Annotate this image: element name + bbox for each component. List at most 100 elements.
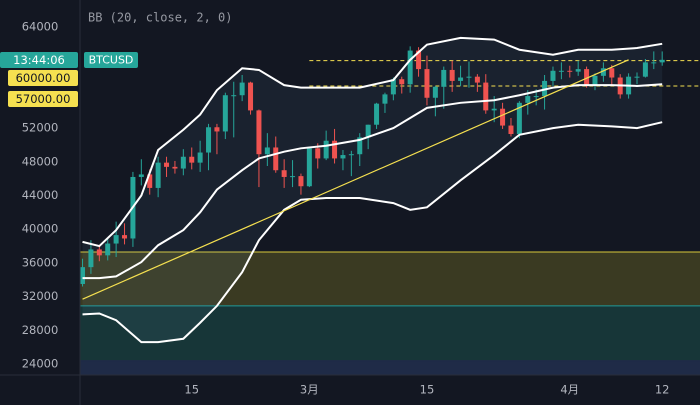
y-tick-label: 36000: [22, 255, 59, 269]
candle-body: [542, 80, 548, 97]
candle-body: [281, 170, 287, 177]
candle-body: [416, 50, 422, 70]
bollinger-upper: [82, 36, 663, 248]
candle-body: [466, 76, 472, 78]
countdown: 13:44:06: [13, 53, 65, 67]
bollinger-lower: [82, 121, 663, 344]
candle-body: [306, 148, 312, 187]
candle-body: [500, 108, 506, 126]
level-label: 60000.00: [16, 71, 71, 85]
candle-body: [155, 162, 161, 188]
level-tag: [8, 91, 78, 107]
candle-body: [508, 125, 514, 134]
plot-area: [80, 36, 700, 375]
symbol: BTCUSD: [89, 54, 134, 67]
candle-body: [323, 140, 329, 159]
candle-body: [634, 76, 640, 78]
candle-body: [441, 69, 447, 87]
candle-body: [256, 110, 262, 155]
candle-body: [525, 96, 531, 103]
y-tick-label: 52000: [22, 121, 59, 135]
candle-body: [407, 50, 413, 85]
symbol-tag: [84, 52, 138, 68]
candle-body: [248, 82, 254, 111]
candle-body: [298, 176, 304, 187]
zone: [80, 360, 700, 375]
candle-body: [659, 59, 665, 63]
candle-body: [80, 267, 86, 284]
candle-body: [491, 108, 497, 111]
candle-body: [584, 69, 590, 86]
candle-body: [197, 152, 203, 163]
candle-body: [214, 127, 220, 132]
candle-body: [332, 140, 338, 159]
candle-body: [122, 235, 128, 239]
y-tick-label: 32000: [22, 289, 59, 303]
candle-body: [113, 235, 119, 244]
candle-body: [138, 174, 144, 177]
indicator-label: BB (20, close, 2, 0): [88, 11, 233, 25]
candle-body: [290, 176, 296, 178]
candle-body: [365, 124, 371, 138]
x-tick-label: 15: [420, 383, 435, 397]
candle-body: [231, 95, 237, 97]
x-tick-label: 3月: [300, 383, 319, 397]
candle-body: [382, 94, 388, 104]
x-tick-label: 15: [184, 383, 199, 397]
candle-body: [206, 127, 212, 153]
x-tick-label: 12: [655, 383, 670, 397]
y-tick-label: 28000: [22, 323, 59, 337]
candle-body: [315, 148, 321, 159]
candle-body: [424, 69, 430, 98]
candle-body: [105, 243, 111, 256]
candle-body: [558, 70, 564, 72]
candle-body: [172, 166, 178, 169]
y-tick-label: 64000: [22, 19, 59, 33]
candle-body: [651, 62, 657, 64]
candle-body: [180, 156, 186, 169]
countdown-tag: [0, 52, 78, 68]
candle-body: [222, 95, 228, 132]
candle-body: [458, 77, 464, 81]
candle-body: [189, 156, 195, 163]
y-tick-label: 48000: [22, 154, 59, 168]
x-tick-label: 4月: [560, 383, 579, 397]
candle-body: [474, 76, 480, 83]
candle-body: [567, 70, 573, 72]
price-tags: 13:44:06 BTCUSD 60000.00 57000.00: [0, 52, 138, 107]
y-tick-label: 44000: [22, 188, 59, 202]
candle-body: [550, 70, 556, 81]
candle-body: [264, 147, 270, 155]
candle-body: [432, 86, 438, 98]
candle-body: [449, 69, 455, 81]
candle-body: [340, 155, 346, 159]
candle-body: [147, 174, 153, 188]
candle-body: [600, 68, 606, 76]
candle-body: [348, 154, 354, 156]
zone: [80, 251, 700, 306]
candle-body: [88, 249, 94, 268]
candle-body: [516, 102, 522, 134]
candle-body: [483, 82, 489, 111]
bollinger-middle: [82, 83, 663, 280]
candle-body: [390, 79, 396, 95]
candle-body: [239, 82, 245, 96]
candle-body: [533, 96, 539, 98]
zone: [80, 305, 700, 361]
candle-body: [357, 137, 363, 155]
level-label: 57000.00: [16, 92, 71, 106]
candle-body: [609, 68, 615, 78]
candle-body: [374, 103, 380, 125]
candle-body: [399, 79, 405, 85]
candle-body: [575, 69, 581, 72]
y-tick-label: 24000: [22, 357, 59, 371]
candle-body: [592, 75, 598, 86]
y-tick-label: 40000: [22, 222, 59, 236]
candle-body: [642, 62, 648, 77]
level-tag: [8, 70, 78, 86]
candle-body: [164, 162, 170, 167]
candle-body: [273, 147, 279, 171]
candle-body: [96, 249, 102, 256]
